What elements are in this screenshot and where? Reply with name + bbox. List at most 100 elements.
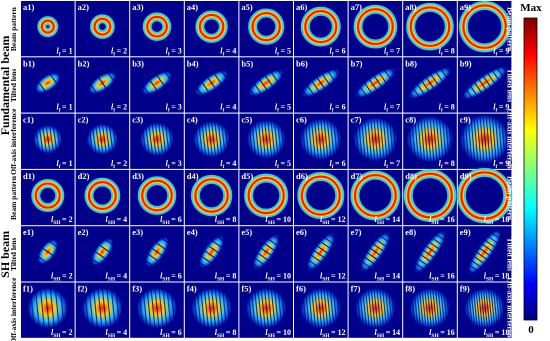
tag-subscript: f (332, 108, 334, 114)
panel: d1) lSH = 2 (21, 169, 75, 226)
lens-fringe (89, 82, 99, 95)
panel-tag: lSH = 10 (265, 272, 291, 283)
interference-fringe (467, 114, 473, 164)
panel-tag: lf = 1 (56, 103, 72, 114)
lens-fringe (358, 85, 368, 98)
panel: d4) lSH = 8 (184, 169, 239, 226)
panel: b5) lf = 5 (239, 57, 293, 114)
interference-fringe (301, 288, 307, 329)
panel-tag: lSH = 4 (106, 328, 128, 339)
lens-pattern (247, 67, 285, 99)
tag-symbol: l (106, 272, 109, 281)
interference-fringe (273, 288, 280, 329)
interference-fringe (370, 117, 376, 162)
panel-tag: lf = 3 (166, 159, 182, 170)
lens-fringe (250, 261, 263, 271)
interference-fringe (105, 123, 111, 155)
panel-tag: lf = 4 (220, 46, 236, 57)
panel: e9) lSH = 18 (457, 226, 512, 283)
row-label-left: Off-axis interference (9, 277, 18, 341)
interference-fringe (44, 288, 50, 329)
panel-label: f9) (460, 284, 470, 294)
interference-fringe (407, 116, 413, 163)
panel-label: c5) (241, 115, 252, 125)
lens-fringe (41, 247, 54, 257)
lens-spot (35, 73, 60, 93)
lens-fringe (150, 247, 164, 257)
ring-core (141, 179, 173, 212)
lens-pattern (89, 237, 116, 266)
panel-tag: lf = 5 (275, 46, 291, 57)
tag-subscript: f (222, 164, 224, 170)
lens-fringe (247, 86, 257, 99)
lens-fringe (322, 236, 335, 246)
row-label-left: Tilted lens (9, 69, 18, 102)
tag-subscript: f (277, 51, 279, 57)
interference-fringe (270, 119, 276, 159)
panel-label: c7) (351, 115, 362, 125)
interference-fringe (253, 288, 260, 329)
interference-fringe (229, 288, 235, 329)
interference-fringe (360, 117, 366, 162)
lens-fringe (36, 255, 49, 264)
row-label: Tilted lens (505, 238, 514, 271)
interference-fringe (174, 288, 180, 329)
tag-subscript: SH (217, 220, 225, 226)
interference-fringe (112, 123, 118, 155)
interference-fringe (162, 288, 168, 329)
lens-fringe (467, 263, 480, 273)
panel: d2) lSH = 4 (75, 169, 130, 226)
tag-subscript: f (495, 108, 497, 114)
tag-symbol: l (56, 159, 59, 168)
lens-fringe (486, 72, 496, 85)
interference-fringe (45, 125, 51, 154)
tag-subscript: SH (162, 277, 170, 283)
tag-symbol: l (51, 328, 54, 337)
panel: a7) lf = 7 (348, 1, 403, 57)
tag-value: = 5 (280, 159, 291, 168)
lens-fringe (207, 76, 217, 89)
tag-subscript: SH (322, 277, 330, 283)
panel-tag: lSH = 16 (429, 215, 455, 226)
lens-fringe (203, 249, 216, 259)
interference-fringe (494, 114, 500, 164)
panel-label: a2) (78, 2, 90, 12)
tag-value: = 10 (276, 328, 291, 337)
tag-symbol: l (56, 46, 59, 55)
tag-subscript: SH (162, 333, 170, 339)
tag-symbol: l (439, 46, 442, 55)
interference-fringe (154, 288, 160, 329)
tag-value: = 14 (386, 272, 401, 281)
row-label: Beam pattern (505, 7, 514, 52)
lens-fringe (464, 87, 474, 100)
tag-value: = 2 (117, 103, 128, 112)
tag-subscript: SH (377, 333, 385, 339)
interference-fringe (280, 119, 286, 159)
panel: d7) lSH = 14 (348, 169, 403, 226)
lens-fringe (354, 88, 363, 101)
interference-fringe (420, 116, 426, 163)
lens-fringe (253, 82, 263, 95)
panel-tag: lSH = 16 (429, 272, 455, 283)
tag-symbol: l (493, 46, 496, 55)
ring-core (356, 8, 394, 46)
interference-fringe (310, 118, 316, 160)
interference-fringe (170, 288, 176, 329)
tag-subscript: SH (108, 220, 116, 226)
panel: c2) lf = 2 (75, 113, 130, 170)
tag-subscript: SH (268, 277, 276, 283)
interference-fringe (326, 118, 332, 160)
tag-value: = 10 (276, 272, 291, 281)
tag-symbol: l (215, 272, 218, 281)
panel-label: f2) (78, 284, 88, 294)
lens-fringe (103, 237, 116, 247)
panel-label: c2) (78, 115, 89, 125)
interference-fringe (432, 288, 438, 329)
panel: b8) lf = 8 (403, 57, 457, 114)
ring-core (146, 15, 168, 38)
panel-label: e1) (23, 227, 34, 237)
lens-pattern (464, 227, 505, 277)
panel-tag: lSH = 10 (265, 328, 291, 339)
tag-value: = 4 (117, 215, 128, 224)
interference-fringe (506, 114, 513, 164)
